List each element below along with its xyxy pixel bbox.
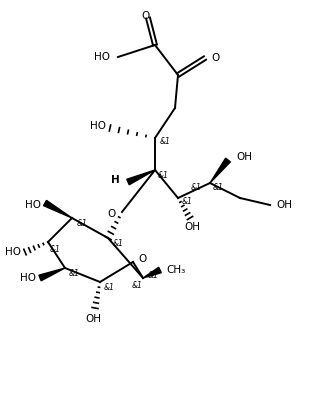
- Text: HO: HO: [25, 200, 41, 210]
- Text: &1: &1: [104, 283, 115, 291]
- Polygon shape: [127, 170, 155, 185]
- Text: H: H: [111, 175, 120, 185]
- Text: &1: &1: [50, 246, 61, 254]
- Text: &1: &1: [148, 271, 159, 281]
- Text: OH: OH: [85, 314, 101, 324]
- Text: O: O: [108, 209, 116, 219]
- Polygon shape: [43, 200, 72, 218]
- Text: &1: &1: [158, 172, 169, 181]
- Text: &1: &1: [69, 269, 80, 279]
- Polygon shape: [210, 158, 230, 183]
- Text: &1: &1: [77, 219, 88, 228]
- Text: &1: &1: [131, 281, 142, 291]
- Text: OH: OH: [276, 200, 292, 210]
- Text: HO: HO: [90, 121, 106, 131]
- Text: &1: &1: [213, 183, 224, 193]
- Polygon shape: [143, 267, 161, 278]
- Text: HO: HO: [94, 52, 110, 62]
- Text: OH: OH: [184, 222, 200, 232]
- Text: HO: HO: [5, 247, 21, 257]
- Text: HO: HO: [20, 273, 36, 283]
- Text: O: O: [138, 254, 146, 264]
- Text: &1: &1: [113, 238, 124, 248]
- Text: CH₃: CH₃: [166, 265, 185, 275]
- Text: O: O: [142, 11, 150, 21]
- Polygon shape: [39, 268, 65, 281]
- Text: &1: &1: [182, 197, 193, 207]
- Text: O: O: [211, 53, 219, 63]
- Text: OH: OH: [236, 152, 252, 162]
- Text: &1: &1: [191, 183, 202, 193]
- Text: &1: &1: [160, 137, 171, 146]
